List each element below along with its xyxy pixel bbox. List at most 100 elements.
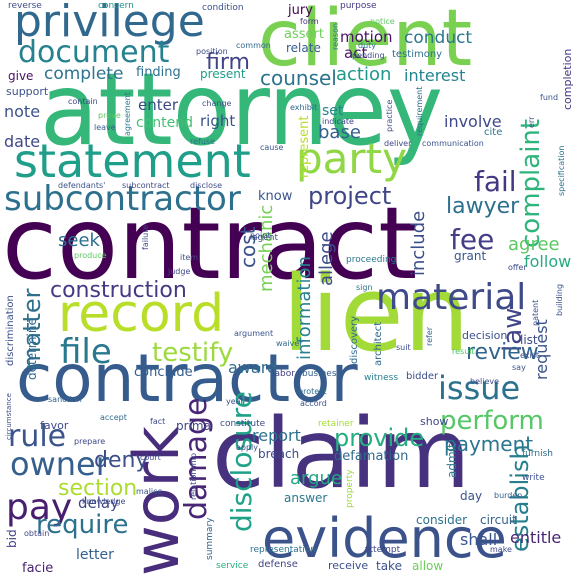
word-seek: seek [58, 230, 100, 251]
word-allege: allege [316, 231, 337, 286]
word-interest: interest [404, 66, 466, 85]
word-exhibit: exhibit [290, 103, 318, 112]
word-notice: notice [370, 17, 395, 26]
word-defense: defense [258, 559, 298, 570]
word-consider: consider [416, 513, 468, 527]
word-reason: reason [331, 22, 340, 50]
word-retainer: retainer [318, 419, 354, 429]
word-request: request [532, 319, 551, 380]
word-obtain: obtain [24, 529, 50, 538]
word-admit: admit [445, 443, 459, 478]
word-agreement: agreement [123, 92, 132, 136]
word-property: property [345, 469, 355, 508]
word-prima: prima [176, 419, 211, 433]
word-give: give [8, 69, 34, 83]
word-award: award [228, 358, 278, 377]
word-purpose: purpose [340, 1, 377, 11]
word-file: file [60, 332, 112, 372]
word-letter: letter [76, 547, 114, 563]
word-decision: decision [462, 329, 508, 342]
word-business: business [302, 369, 342, 379]
word-apply: apply [236, 443, 259, 452]
word-judge: judge [168, 267, 191, 276]
word-involve: involve [444, 112, 502, 131]
word-prepare: prepare [74, 437, 106, 446]
word-deny: deny [94, 448, 149, 473]
word-condition: condition [202, 3, 244, 13]
word-argue: argue [290, 468, 343, 489]
word-set: set [322, 103, 344, 119]
word-conclude: conclude [134, 365, 193, 380]
word-allow: allow [412, 559, 444, 573]
word-cite: cite [484, 127, 503, 138]
word-entitle: entitle [510, 528, 562, 547]
word-malice: malice [136, 487, 163, 496]
word-deliver: deliver [384, 139, 412, 148]
word-finding: finding [136, 65, 181, 80]
word-pay: pay [6, 487, 73, 528]
word-testimony: testimony [392, 49, 443, 60]
word-witness: witness [364, 373, 399, 383]
word-constitute: constitute [220, 419, 266, 429]
word-cause: cause [260, 143, 284, 152]
word-provide: provide [334, 424, 425, 452]
word-court: court [140, 453, 161, 462]
word-mechanic: mechanic [256, 204, 277, 292]
word-attempt: attempt [364, 545, 401, 555]
word-failure: failure [141, 224, 150, 250]
word-discrimination: discrimination [5, 295, 16, 366]
word-communication: communication [422, 139, 484, 148]
word-labor: labor [272, 369, 295, 379]
word-contend: contend [136, 115, 193, 131]
word-client: client [258, 0, 473, 84]
word-err: err [527, 116, 536, 128]
word-fail: fail [474, 165, 517, 198]
word-support: support [6, 85, 49, 98]
word-year: year [226, 397, 244, 406]
word-answer: answer [284, 491, 328, 505]
word-subcontractor: subcontractor [4, 179, 241, 219]
word-proceeding: proceeding [346, 255, 397, 265]
word-accept: accept [100, 413, 127, 422]
word-contract: contract [2, 185, 418, 302]
word-exist: exist [520, 351, 540, 360]
word-action: action [336, 64, 392, 85]
word-contractor: contractor [16, 340, 358, 417]
word-bidder: bidder [406, 371, 439, 382]
word-duty: duty [358, 41, 377, 50]
word-know: know [258, 189, 293, 204]
word-complaint: complaint [516, 118, 546, 248]
word-lien: lien [282, 253, 470, 375]
word-believe: believe [470, 377, 500, 386]
word-claim: claim [212, 398, 471, 510]
word-practice: practice [385, 99, 394, 132]
word-complete: complete [44, 64, 124, 84]
word-item: item [180, 253, 199, 262]
word-completion: completion [561, 48, 574, 110]
word-issue: issue [438, 369, 521, 407]
word-project: project [308, 182, 392, 210]
word-prove: prove [98, 111, 121, 120]
word-contain: contain [68, 97, 98, 106]
word-right: right [200, 112, 236, 130]
word-material: material [376, 277, 527, 318]
word-defamation: defamation [334, 449, 409, 464]
word-offer: offer [508, 263, 527, 272]
word-service: service [216, 561, 249, 571]
word-party: party [296, 134, 407, 183]
word-architect: architect [373, 321, 384, 366]
word-accord: accord [300, 399, 327, 408]
word-patent: patent [531, 299, 540, 326]
word-leave: leave [94, 123, 116, 132]
word-reverse: reverse [8, 1, 42, 11]
word-enter: enter [138, 96, 179, 114]
word-receive: receive [328, 559, 369, 572]
word-testify: testify [152, 338, 234, 368]
word-determine: determine [25, 318, 39, 380]
word-perform: perform [440, 406, 544, 436]
word-indicate: indicate [322, 117, 354, 126]
word-disclose: disclose [190, 181, 223, 190]
word-disclosure: disclosure [225, 391, 258, 532]
word-circumstance: circumstance [5, 393, 13, 440]
